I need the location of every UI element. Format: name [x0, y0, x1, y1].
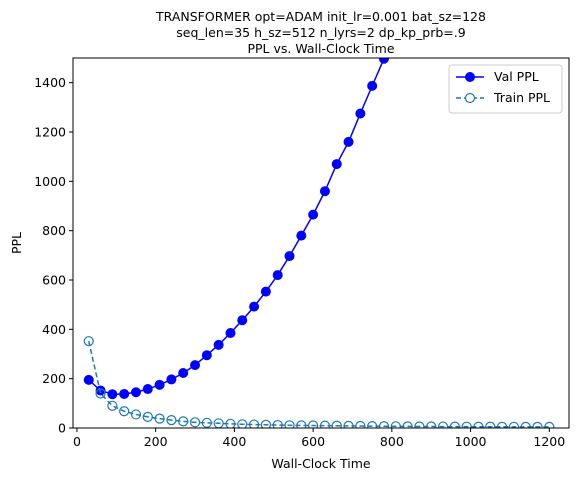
y-tick-label: 1400: [34, 75, 66, 90]
y-tick-label: 800: [42, 223, 66, 238]
series-val-ppl-point: [167, 375, 176, 384]
x-tick-label: 0: [73, 434, 81, 449]
series-val-ppl-point: [368, 81, 377, 90]
series-val-ppl-point: [297, 231, 306, 240]
series-val-ppl-point: [214, 340, 223, 349]
x-tick-label: 600: [301, 434, 325, 449]
series-val-ppl-point: [238, 316, 247, 325]
series-val-ppl-point: [320, 187, 329, 196]
series-val-ppl-point: [285, 252, 294, 261]
series-val-ppl-point: [143, 385, 152, 394]
series-train-ppl-point: [108, 401, 117, 410]
series-val-ppl-point: [179, 368, 188, 377]
y-tick-label: 400: [42, 322, 66, 337]
series-val-ppl-point: [250, 302, 259, 311]
legend-train-ppl-marker: [466, 94, 475, 103]
x-tick-label: 1000: [455, 434, 487, 449]
y-axis-ticks: 0 200 400 600 800 1000 1200 1400: [34, 75, 73, 435]
y-tick-label: 1200: [34, 125, 66, 140]
series-val-ppl-point: [344, 137, 353, 146]
series-val-ppl-point: [131, 388, 140, 397]
series-val-ppl-point: [226, 329, 235, 338]
series-val-ppl-line: [89, 59, 384, 394]
series-val-ppl-point: [356, 109, 365, 118]
series-val-ppl-point: [120, 389, 129, 398]
legend-val-ppl-label: Val PPL: [494, 69, 539, 84]
series-val-ppl-point: [273, 271, 282, 280]
x-axis-label: Wall-Clock Time: [271, 456, 371, 471]
x-tick-label: 800: [380, 434, 404, 449]
chart-title-line-2: seq_len=35 h_sz=512 n_lyrs=2 dp_kp_prb=.…: [176, 25, 465, 40]
x-tick-label: 1200: [533, 434, 565, 449]
x-tick-label: 400: [222, 434, 246, 449]
series-val-ppl-point: [332, 160, 341, 169]
chart-title-line-3: PPL vs. Wall-Clock Time: [247, 41, 394, 56]
series-val-ppl-point: [309, 210, 318, 219]
series-val-ppl-point: [108, 390, 117, 399]
series-val-ppl-point: [261, 287, 270, 296]
y-tick-label: 200: [42, 371, 66, 386]
series-val-ppl-point: [191, 361, 200, 370]
series-val-ppl-point: [155, 380, 164, 389]
legend-val-ppl-marker: [466, 73, 475, 82]
chart-title-line-1: TRANSFORMER opt=ADAM init_lr=0.001 bat_s…: [155, 9, 486, 24]
x-tick-label: 200: [144, 434, 168, 449]
y-tick-label: 1000: [34, 174, 66, 189]
y-tick-label: 0: [58, 421, 66, 436]
y-axis-label: PPL: [9, 232, 24, 254]
legend-train-ppl-label: Train PPL: [493, 90, 550, 105]
series-val-ppl-point: [202, 351, 211, 360]
y-tick-label: 600: [42, 273, 66, 288]
series-val-ppl-point: [84, 375, 93, 384]
x-axis-ticks: 0 200 400 600 800 1000 1200: [73, 428, 565, 449]
legend: Val PPL Train PPL: [449, 65, 562, 113]
